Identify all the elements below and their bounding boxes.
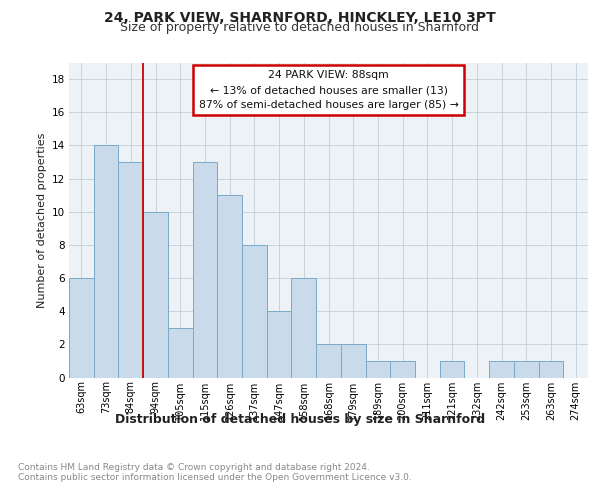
Bar <box>143 212 168 378</box>
Bar <box>94 146 118 378</box>
Y-axis label: Number of detached properties: Number of detached properties <box>37 132 47 308</box>
Bar <box>316 344 341 378</box>
Bar <box>440 361 464 378</box>
Bar <box>489 361 514 378</box>
Bar <box>69 278 94 378</box>
Bar <box>292 278 316 378</box>
Bar <box>390 361 415 378</box>
Bar <box>539 361 563 378</box>
Bar <box>217 195 242 378</box>
Bar <box>242 245 267 378</box>
Text: Distribution of detached houses by size in Sharnford: Distribution of detached houses by size … <box>115 412 485 426</box>
Text: 24 PARK VIEW: 88sqm
← 13% of detached houses are smaller (13)
87% of semi-detach: 24 PARK VIEW: 88sqm ← 13% of detached ho… <box>199 70 458 110</box>
Bar <box>168 328 193 378</box>
Bar <box>118 162 143 378</box>
Text: Contains HM Land Registry data © Crown copyright and database right 2024.
Contai: Contains HM Land Registry data © Crown c… <box>18 462 412 482</box>
Bar <box>514 361 539 378</box>
Bar <box>267 311 292 378</box>
Bar <box>341 344 365 378</box>
Bar <box>365 361 390 378</box>
Bar <box>193 162 217 378</box>
Text: 24, PARK VIEW, SHARNFORD, HINCKLEY, LE10 3PT: 24, PARK VIEW, SHARNFORD, HINCKLEY, LE10… <box>104 11 496 25</box>
Text: Size of property relative to detached houses in Sharnford: Size of property relative to detached ho… <box>121 21 479 34</box>
